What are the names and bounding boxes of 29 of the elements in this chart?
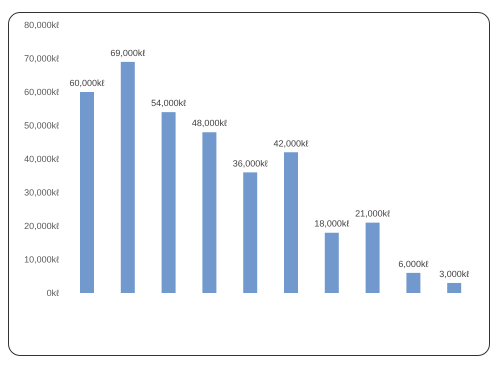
- data-label: 3,000kℓ: [439, 268, 470, 279]
- bar: [120, 62, 135, 293]
- y-tick-label: 70,000kℓ: [24, 54, 60, 64]
- data-label: 6,000kℓ: [398, 258, 428, 269]
- y-tick-label: 10,000kℓ: [24, 254, 60, 265]
- y-tick-label: 20,000kℓ: [24, 221, 60, 232]
- bar: [447, 282, 462, 293]
- data-label: 42,000kℓ: [274, 138, 309, 148]
- y-tick-label: 50,000kℓ: [24, 120, 60, 131]
- bar: [202, 132, 216, 293]
- data-label: 69,000kℓ: [110, 48, 146, 58]
- bar: [366, 222, 380, 293]
- y-tick-label: 60,000kℓ: [24, 87, 60, 98]
- bar: [324, 232, 339, 293]
- data-label: 60,000kℓ: [70, 78, 105, 88]
- y-tick-label: 30,000kℓ: [24, 188, 60, 198]
- bar: [80, 92, 94, 293]
- y-tick-label: 80,000kℓ: [24, 20, 60, 30]
- bar: [162, 112, 176, 293]
- data-label: 21,000kℓ: [355, 208, 390, 219]
- data-label: 54,000kℓ: [151, 98, 186, 108]
- bar: [284, 152, 298, 293]
- data-label: 48,000kℓ: [192, 118, 227, 128]
- bar: [243, 172, 258, 293]
- data-label: 18,000kℓ: [314, 218, 350, 229]
- y-tick-label: 0kℓ: [46, 288, 60, 298]
- data-label: 36,000kℓ: [232, 158, 268, 168]
- y-tick-label: 40,000kℓ: [24, 154, 60, 164]
- bar: [406, 272, 420, 293]
